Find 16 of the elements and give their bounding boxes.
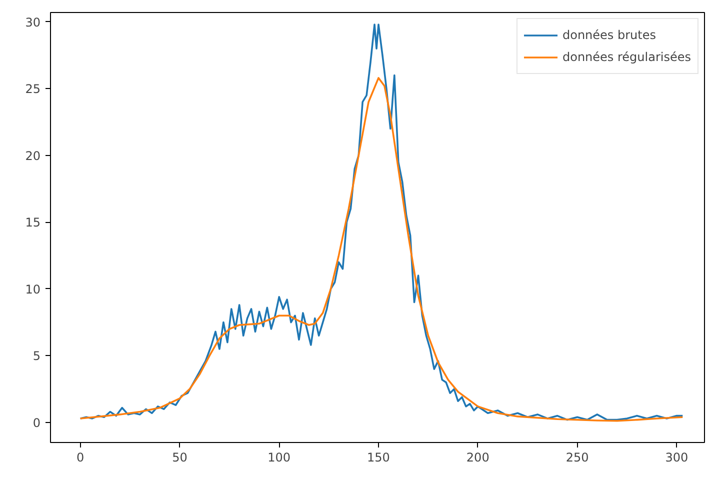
y-tick-label: 25 xyxy=(25,82,41,96)
y-tick-label: 0 xyxy=(32,416,41,430)
y-tick-label: 10 xyxy=(25,282,41,296)
x-tick-label: 100 xyxy=(268,450,291,464)
x-tick-label: 250 xyxy=(566,450,589,464)
y-tick-label: 15 xyxy=(25,216,41,230)
x-tick-label: 300 xyxy=(665,450,688,464)
x-tick-label: 50 xyxy=(172,450,188,464)
legend-label: données régularisées xyxy=(562,50,691,64)
x-tick-label: 200 xyxy=(466,450,490,464)
y-tick-label: 5 xyxy=(32,349,41,364)
y-tick-label: 30 xyxy=(25,15,41,30)
x-tick-label: 0 xyxy=(76,450,84,464)
x-tick-label: 150 xyxy=(367,450,390,464)
y-tick-label: 20 xyxy=(25,148,41,163)
legend-label: données brutes xyxy=(562,28,656,42)
